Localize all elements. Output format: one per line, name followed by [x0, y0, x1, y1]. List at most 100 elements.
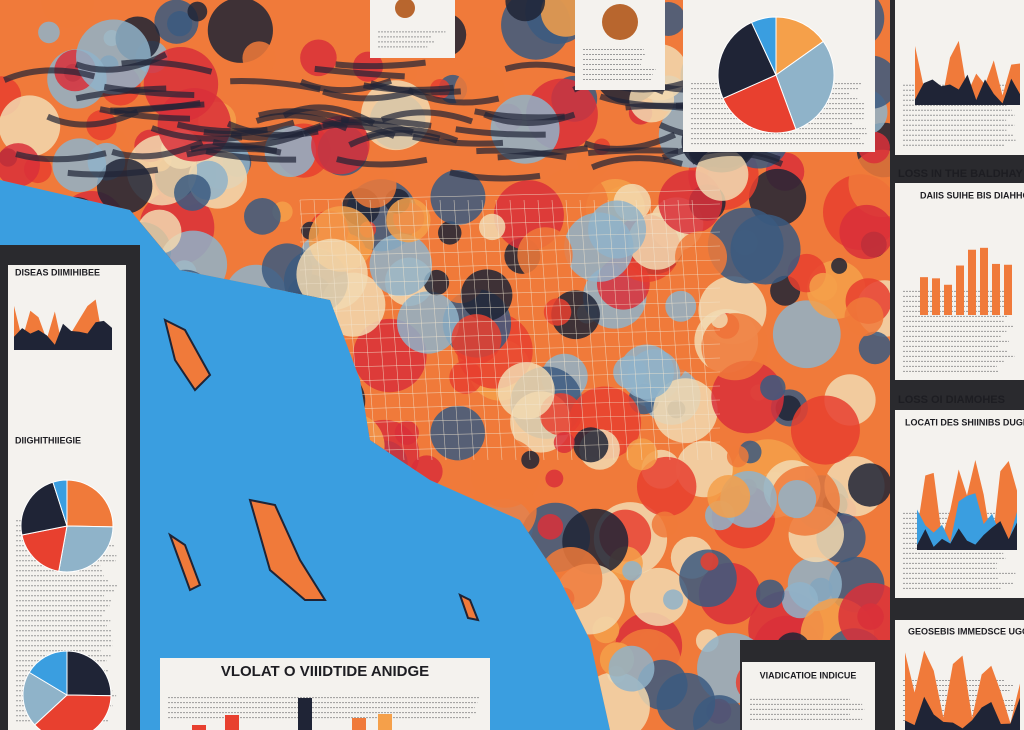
pie-slice — [28, 650, 68, 696]
pie-slice — [22, 671, 68, 726]
terrain-patch — [350, 162, 397, 209]
ridge — [110, 100, 201, 114]
map-title: VLOLAT O VIIIDTIDE ANIDGE — [221, 663, 429, 680]
terrain-patch — [296, 238, 368, 311]
street — [299, 217, 721, 229]
terrain-patch — [839, 204, 890, 260]
ridge — [497, 145, 589, 161]
terrain-patch — [423, 269, 450, 296]
panel-title: DISEAS DIIMIHIBEE — [15, 267, 100, 277]
ridge — [348, 130, 441, 148]
street — [397, 199, 419, 461]
terrain-patch — [490, 94, 560, 164]
terrain-patch — [726, 445, 749, 468]
island — [458, 593, 480, 622]
terrain-patch — [430, 169, 486, 225]
mini-bar — [944, 284, 952, 315]
street — [299, 203, 721, 215]
panel-subtitle: DAIIS SUIHE BIS DIAHHOS — [920, 190, 1024, 200]
terrain-patch — [537, 514, 564, 540]
ridge — [407, 87, 500, 106]
terrain-patch — [629, 567, 689, 626]
ridge — [205, 148, 297, 163]
terrain-patch — [710, 311, 728, 329]
pie-slice — [21, 525, 68, 572]
terrain-patch — [663, 589, 684, 610]
terrain-patch — [848, 149, 890, 218]
island — [163, 318, 212, 392]
street — [299, 329, 721, 341]
terrain-patch — [449, 360, 483, 394]
terrain-patch — [857, 603, 884, 630]
street — [299, 301, 721, 313]
street — [299, 427, 721, 439]
mini-bar — [920, 277, 928, 315]
terrain-patch — [505, 0, 546, 22]
terrain-patch — [553, 432, 575, 454]
street — [663, 199, 685, 461]
pie-slice — [20, 481, 68, 536]
panel-title: LOSS OI DIAMOHES — [898, 394, 1005, 406]
terrain-patch — [300, 39, 337, 77]
ridge — [67, 166, 159, 178]
terrain-patch — [396, 291, 460, 354]
street — [299, 385, 721, 397]
ridge — [190, 143, 282, 156]
street — [299, 315, 721, 327]
terrain-patch — [848, 463, 890, 507]
terrain-patch — [809, 272, 838, 301]
map-subtitle: VIADICATIOE INDICUE — [760, 670, 857, 680]
terrain-patch — [369, 233, 432, 297]
terrain-patch — [653, 378, 718, 443]
terrain-patch — [386, 197, 431, 243]
street — [649, 199, 671, 461]
terrain-patch — [772, 300, 841, 369]
street — [299, 343, 721, 355]
mini-bar — [932, 278, 940, 315]
street — [299, 413, 721, 425]
pie-slice — [775, 40, 835, 131]
mini-bar — [968, 249, 976, 315]
terrain-patch — [76, 19, 151, 95]
street — [607, 199, 629, 461]
street — [495, 199, 517, 461]
terrain-patch — [858, 331, 890, 365]
terrain-patch — [675, 230, 728, 283]
terrain-patch — [700, 552, 719, 571]
terrain-patch — [517, 227, 573, 283]
mini-chart — [905, 696, 1020, 730]
terrain-patch — [608, 645, 655, 692]
terrain-patch — [0, 95, 61, 157]
street — [299, 273, 721, 285]
street — [299, 371, 721, 383]
street — [383, 199, 405, 461]
street — [453, 199, 475, 461]
terrain-patch — [622, 560, 642, 581]
ridge — [380, 109, 474, 125]
ridge — [3, 67, 96, 83]
terrain-patch — [760, 374, 786, 401]
pie-slice — [52, 479, 68, 527]
pie-slice — [58, 525, 114, 573]
ridge — [314, 65, 405, 80]
terrain-patch — [701, 313, 769, 381]
panel-title: LOSS IN THE BALDHAY — [898, 168, 1024, 180]
terrain-patch — [756, 579, 785, 609]
terrain-patch — [651, 511, 678, 538]
panel-title: GEOSEBIS IMMEDSCE UGGE — [908, 626, 1024, 636]
terrain-patch — [41, 0, 95, 28]
terrain-patch — [707, 475, 751, 518]
panel-subtitle: DIIGHITHIIEGIE — [15, 435, 81, 445]
ridge — [255, 112, 348, 132]
street — [425, 199, 447, 461]
ridge — [336, 156, 428, 168]
mini-bar — [378, 714, 392, 730]
terrain-patch — [242, 41, 276, 75]
street — [677, 199, 699, 461]
ridge — [449, 169, 541, 182]
street — [299, 259, 721, 271]
street — [439, 199, 461, 461]
ridge — [476, 147, 567, 161]
street — [481, 199, 503, 461]
street — [299, 357, 721, 369]
